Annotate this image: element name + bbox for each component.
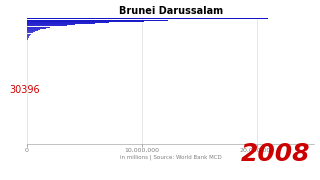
- Bar: [27, 19, 195, 20]
- Bar: [27, 20, 168, 21]
- Text: 2008: 2008: [241, 142, 310, 166]
- Bar: [27, 29, 40, 30]
- Bar: [27, 18, 268, 19]
- Bar: [27, 23, 95, 24]
- Bar: [27, 39, 28, 40]
- Bar: [27, 30, 38, 31]
- Bar: [27, 25, 67, 26]
- Text: 30396: 30396: [10, 85, 40, 95]
- Title: Brunei Darussalam: Brunei Darussalam: [118, 6, 223, 15]
- Bar: [27, 34, 30, 35]
- Bar: [27, 32, 33, 33]
- Bar: [27, 24, 75, 25]
- Bar: [27, 22, 109, 23]
- Bar: [27, 40, 28, 41]
- Bar: [27, 27, 50, 28]
- Bar: [27, 26, 55, 27]
- Bar: [27, 31, 35, 32]
- Bar: [27, 33, 31, 34]
- Bar: [27, 21, 144, 22]
- Bar: [27, 36, 29, 37]
- Bar: [27, 35, 30, 36]
- Bar: [27, 28, 46, 29]
- Bar: [27, 37, 28, 38]
- X-axis label: in millions | Source: World Bank MCD: in millions | Source: World Bank MCD: [120, 155, 221, 160]
